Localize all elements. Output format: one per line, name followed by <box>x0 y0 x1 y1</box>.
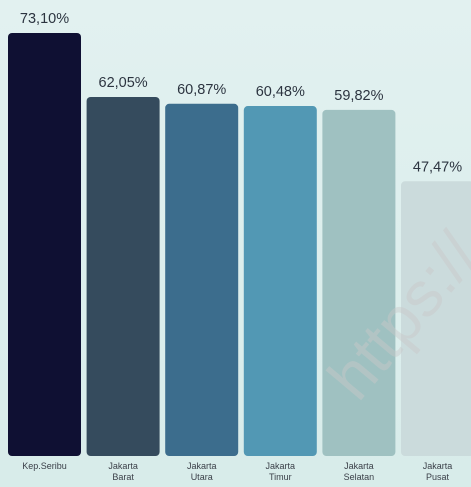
category-label-1: Jakarta Barat <box>108 461 138 482</box>
value-label-4: 59,82% <box>334 88 383 104</box>
bar-4 <box>322 109 396 457</box>
bar-5 <box>401 181 471 456</box>
value-label-3: 60,48% <box>256 84 305 100</box>
category-label-5: Jakarta Pusat <box>423 461 453 482</box>
value-label-2: 60,87% <box>177 82 226 98</box>
bar-2 <box>165 103 239 456</box>
value-label-1: 62,05% <box>99 75 148 91</box>
value-label-0: 73,10% <box>20 11 69 27</box>
bars-layer <box>8 33 471 457</box>
bar-3 <box>243 106 317 457</box>
category-label-0: Kep.Seribu <box>22 461 67 471</box>
value-label-5: 47,47% <box>413 159 462 175</box>
category-label-4: Jakarta Selatan <box>344 461 375 482</box>
category-label-3: Jakarta Timur <box>266 461 296 482</box>
bar-1 <box>86 96 160 456</box>
category-labels-layer: Kep.Seribu Jakarta Barat Jakarta Utara Jakart… <box>22 461 452 482</box>
bar-0 <box>8 33 81 456</box>
category-label-2: Jakarta Utara <box>187 461 217 482</box>
value-labels-layer: 73,10% 62,05% 60,87% 60,48% 59,82% 47,47% <box>20 11 462 175</box>
